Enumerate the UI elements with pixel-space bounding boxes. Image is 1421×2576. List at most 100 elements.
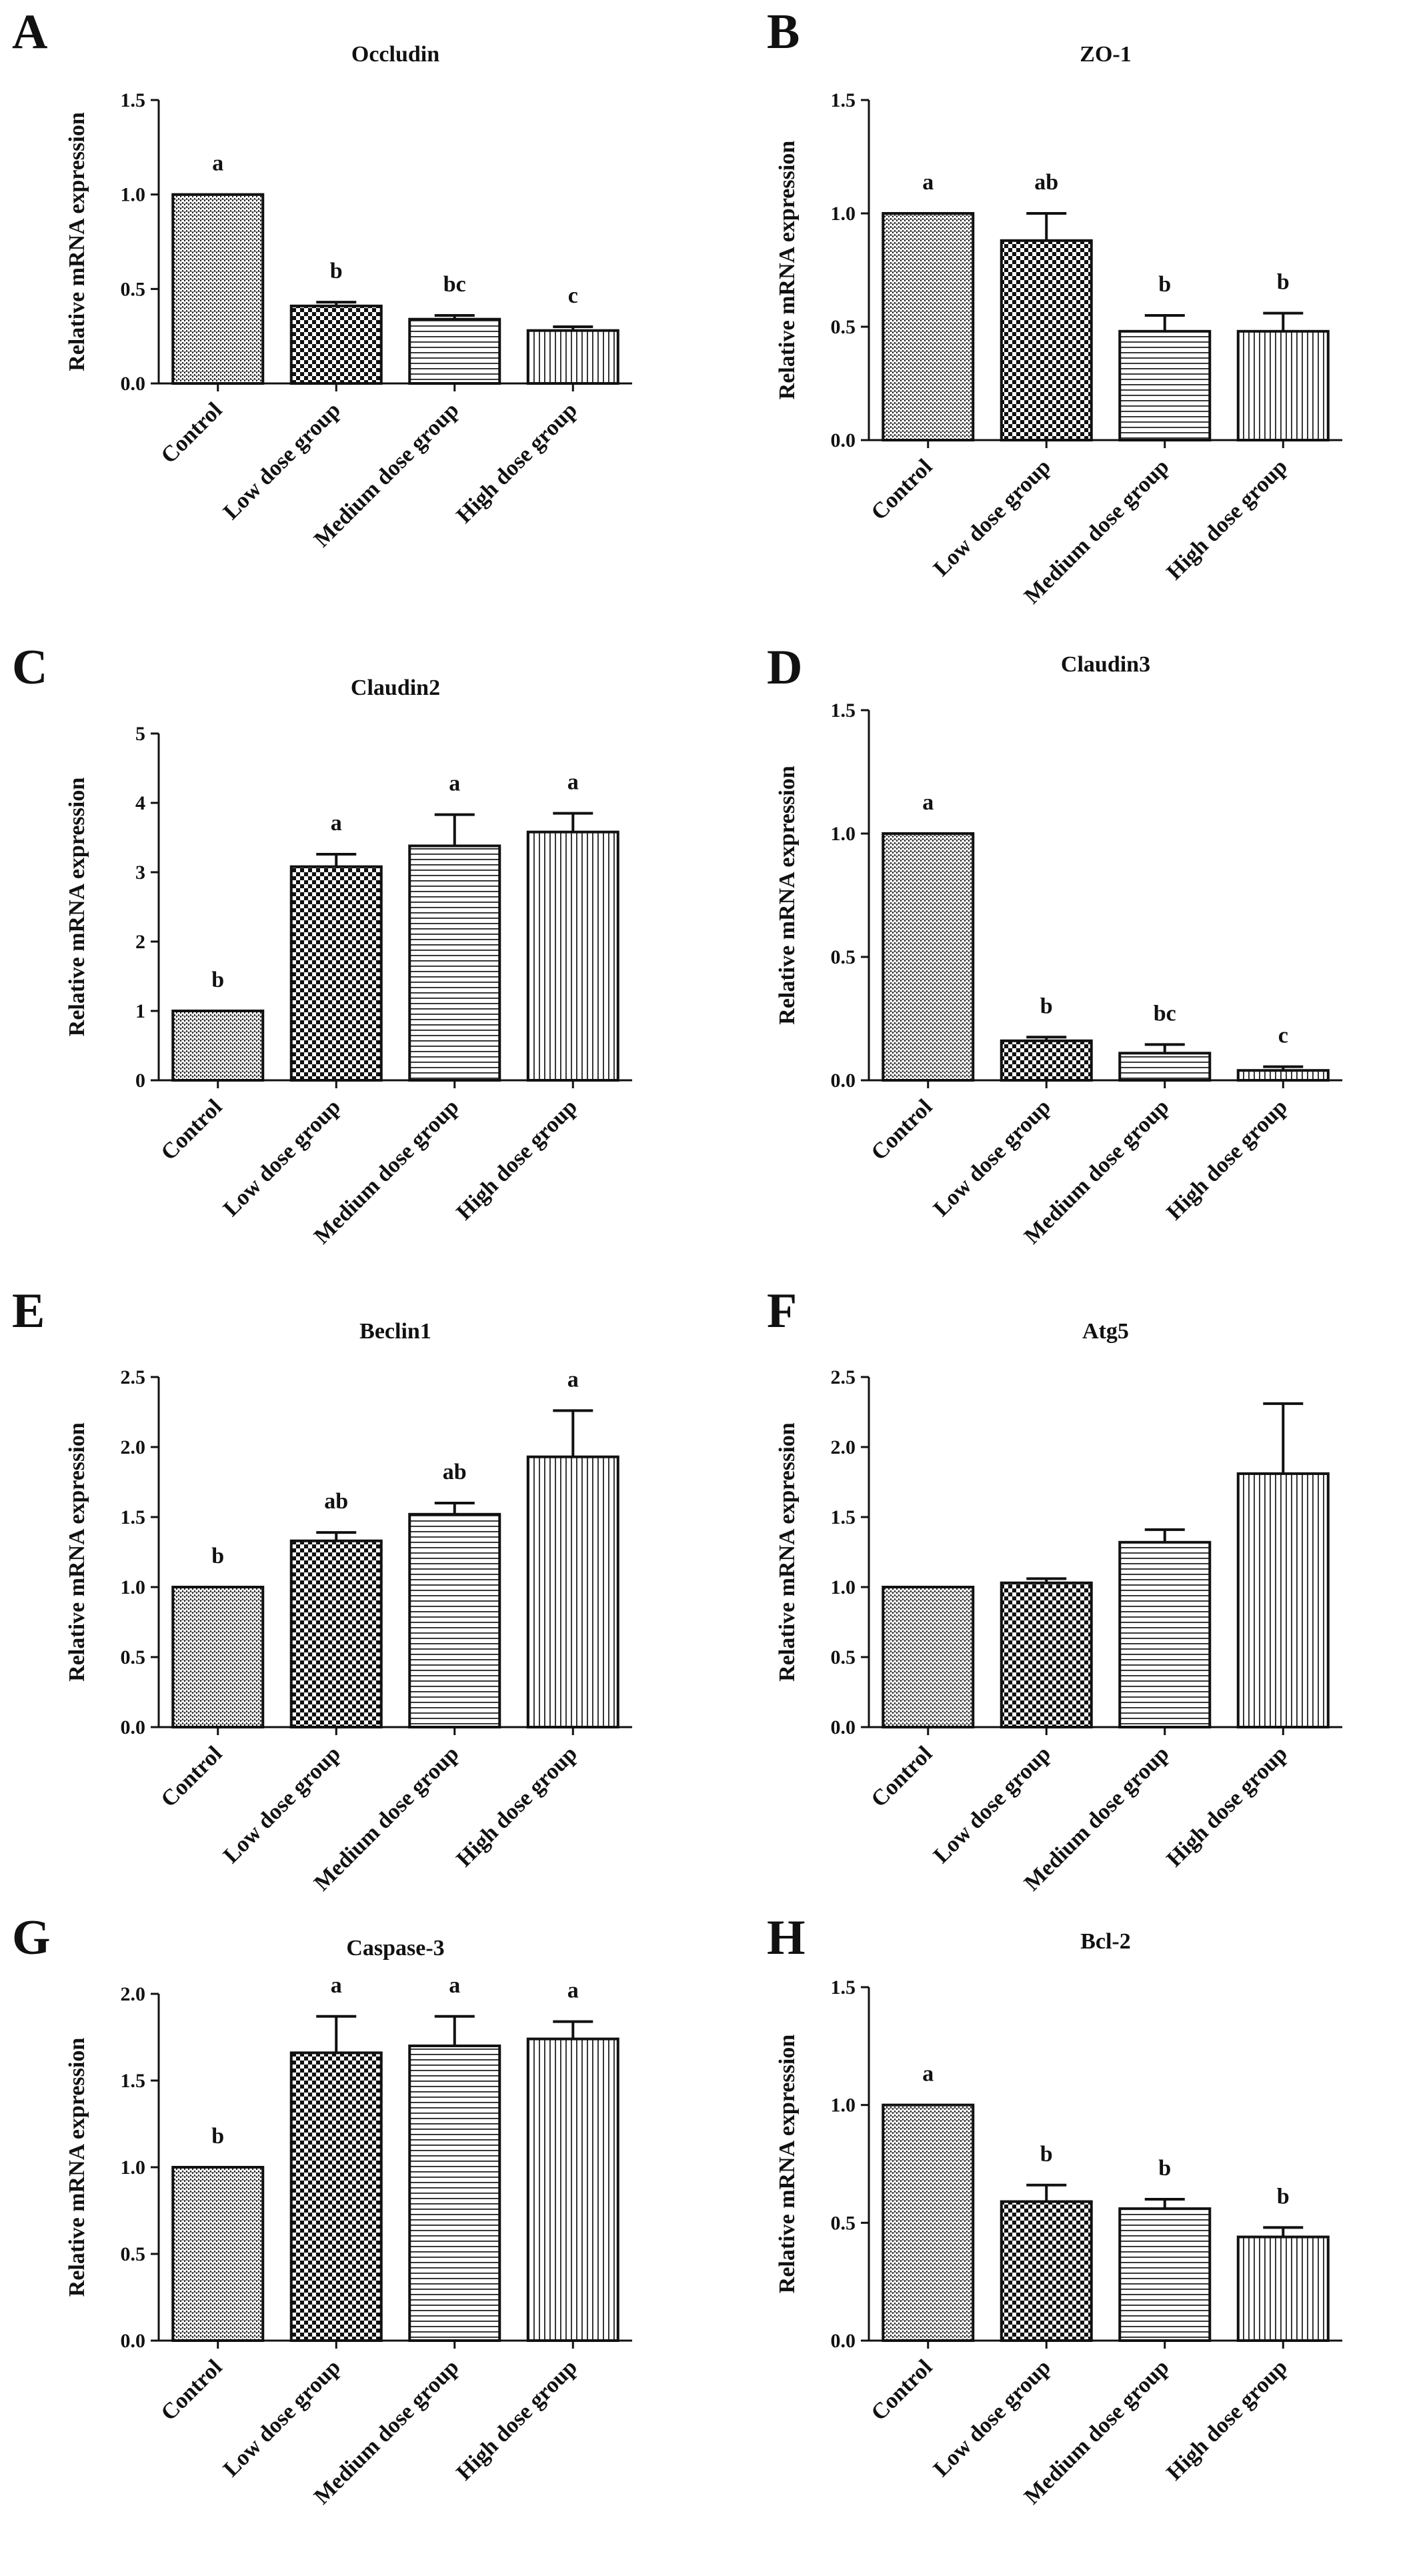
significance-label: b <box>1040 994 1053 1018</box>
y-tick-label: 1.0 <box>831 1576 856 1598</box>
category-label: Control <box>867 1741 938 1812</box>
bar <box>882 1586 975 1728</box>
category-label: Low dose group <box>929 1094 1056 1221</box>
y-axis-title: Relative mRNA expression <box>65 1422 89 1682</box>
bar <box>1000 239 1093 441</box>
bar <box>882 2103 975 2343</box>
y-tick-label: 0.5 <box>831 2212 856 2234</box>
bar <box>408 844 501 1082</box>
category-label: Control <box>157 397 227 468</box>
y-tick-label: 0.5 <box>121 2243 146 2265</box>
y-tick-label: 0.0 <box>831 1716 856 1738</box>
bar <box>171 2166 265 2342</box>
bar <box>408 2045 501 2342</box>
significance-label: a <box>922 790 934 815</box>
chart-panel-g: G Caspase-3 0.0 0.5 1.0 1.5 2.0 Relative mRNA e… <box>12 1910 632 2509</box>
bar <box>1236 1472 1330 1728</box>
significance-label: a <box>212 151 223 176</box>
bar <box>1000 2200 1093 2343</box>
bar <box>1236 329 1330 441</box>
chart-title: Atg5 <box>1082 1319 1129 1344</box>
category-label: Control <box>157 2355 227 2425</box>
category-label: Low dose group <box>219 1741 345 1868</box>
bar <box>1000 1039 1093 1082</box>
category-label: High dose group <box>1162 1741 1292 1871</box>
significance-label: b <box>330 259 343 283</box>
y-tick-label: 5 <box>135 723 145 745</box>
y-tick-label: 2.5 <box>831 1366 856 1388</box>
bar <box>526 2037 619 2343</box>
bar <box>289 2051 383 2342</box>
bar <box>1118 329 1212 441</box>
bar <box>289 1539 383 1728</box>
bar <box>526 329 619 385</box>
significance-label: ab <box>443 1460 467 1484</box>
category-label: High dose group <box>452 1741 582 1871</box>
chart-title: Bcl-2 <box>1080 1929 1131 1954</box>
y-tick-label: 0.5 <box>831 1646 856 1668</box>
chart-title: Claudin2 <box>351 676 440 700</box>
significance-label: b <box>1277 2184 1290 2209</box>
category-label: Low dose group <box>219 2355 345 2481</box>
chart-panel-f: F Atg5 0.0 0.5 1.0 1.5 2.0 2.5 Relative mRNA exp… <box>767 1284 1342 1896</box>
category-label: High dose group <box>1162 1094 1292 1224</box>
significance-label: a <box>567 1367 579 1392</box>
chart-panel-a: A Occludin 0.0 0.5 1.0 1.5 Relative mRNA expre… <box>12 5 632 552</box>
significance-label: a <box>567 1979 579 2003</box>
significance-label: b <box>1158 272 1171 297</box>
significance-label: ab <box>324 1489 348 1514</box>
significance-label: a <box>922 2062 934 2087</box>
y-tick-label: 1 <box>135 1000 145 1022</box>
bar <box>1236 1069 1330 1082</box>
panel-letter: B <box>767 5 800 59</box>
chart-title: Occludin <box>351 42 439 67</box>
significance-label: b <box>211 968 224 992</box>
y-tick-label: 0.5 <box>121 1646 146 1668</box>
chart-title: Claudin3 <box>1061 652 1150 677</box>
significance-label: a <box>449 1973 460 1998</box>
chart-panel-h: H Bcl-2 0.0 0.5 1.0 1.5 Relative mRNA expressi… <box>767 1910 1342 2509</box>
y-tick-label: 0 <box>135 1070 145 1092</box>
y-tick-label: 1.0 <box>831 823 856 845</box>
y-tick-label: 1.5 <box>121 2070 146 2092</box>
significance-label: c <box>1278 1024 1288 1048</box>
significance-label: ab <box>1034 170 1058 195</box>
significance-label: a <box>331 811 342 836</box>
bar <box>882 832 975 1082</box>
y-tick-label: 0.5 <box>831 316 856 338</box>
y-tick-label: 1.5 <box>831 1977 856 1999</box>
y-tick-label: 2.0 <box>121 1983 146 2005</box>
category-label: High dose group <box>452 397 582 527</box>
y-tick-label: 0.5 <box>831 946 856 968</box>
bar <box>171 1010 265 1082</box>
bar <box>289 865 383 1082</box>
bar <box>1118 1540 1212 1729</box>
y-tick-label: 1.0 <box>121 2157 146 2179</box>
chart-panels: A Occludin 0.0 0.5 1.0 1.5 Relative mRNA expre… <box>12 5 1342 2509</box>
category-label: High dose group <box>452 1094 582 1224</box>
bar <box>1236 2235 1330 2343</box>
category-label: Control <box>157 1741 227 1812</box>
y-tick-label: 0.0 <box>121 1716 146 1738</box>
bar <box>289 304 383 385</box>
category-label: Control <box>157 1094 227 1165</box>
chart-panel-d: D Claudin3 0.0 0.5 1.0 1.5 Relative mRNA expre… <box>767 640 1342 1249</box>
y-tick-label: 1.5 <box>831 89 856 111</box>
bar <box>171 193 265 385</box>
category-label: High dose group <box>1162 2355 1292 2485</box>
significance-label: b <box>1158 2156 1171 2181</box>
y-axis-title: Relative mRNA expression <box>65 778 89 1037</box>
panel-letter: G <box>12 1910 51 1965</box>
chart-title: ZO-1 <box>1080 42 1131 67</box>
significance-label: a <box>331 1973 342 1998</box>
y-tick-label: 0.5 <box>121 278 146 300</box>
significance-label: a <box>449 772 460 796</box>
chart-panel-e: E Beclin1 0.0 0.5 1.0 1.5 2.0 2.5 Relative mRNA … <box>12 1284 632 1896</box>
panel-letter: A <box>12 5 47 59</box>
y-tick-label: 1.5 <box>831 700 856 722</box>
category-label: Control <box>867 1094 938 1165</box>
bar <box>526 1455 619 1728</box>
bar <box>1000 1581 1093 1728</box>
panel-letter: D <box>767 640 802 695</box>
y-tick-label: 1.0 <box>121 1576 146 1598</box>
